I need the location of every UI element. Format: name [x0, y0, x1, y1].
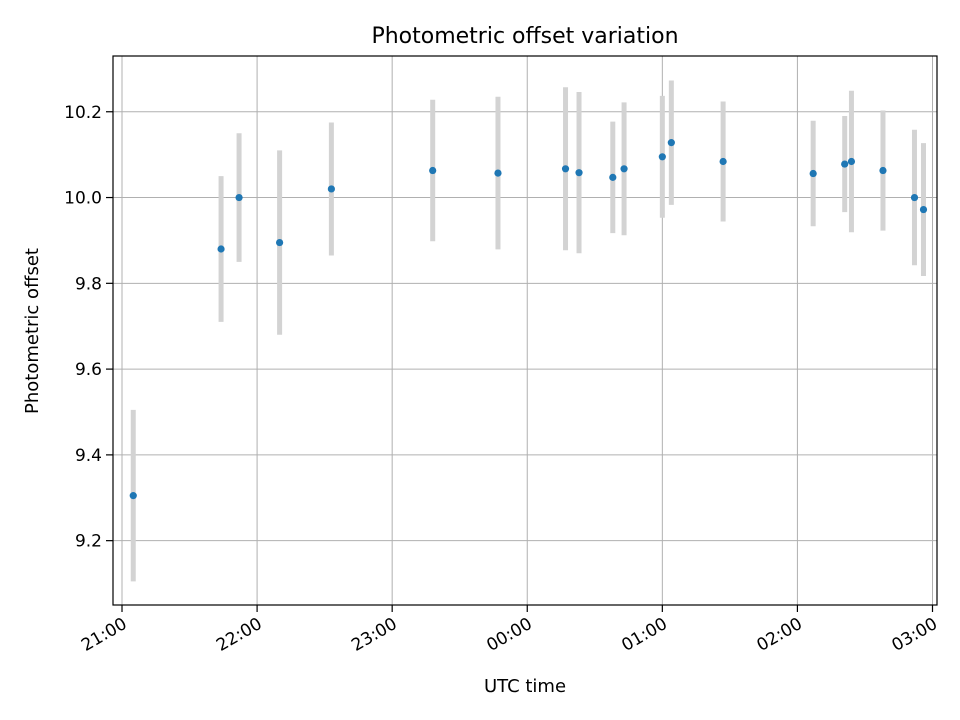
- chart-title: Photometric offset variation: [371, 24, 678, 49]
- data-point: [847, 157, 856, 166]
- data-point: [910, 193, 919, 202]
- y-tick-label: 10.0: [64, 189, 102, 209]
- data-point: [235, 193, 243, 202]
- data-point: [327, 185, 335, 193]
- data-point: [841, 160, 849, 168]
- data-point: [429, 166, 437, 175]
- data-point: [658, 153, 666, 161]
- data-point: [919, 205, 928, 214]
- data-point: [575, 169, 583, 177]
- data-point: [809, 169, 817, 178]
- data-point: [494, 169, 502, 177]
- y-tick-label: 10.2: [64, 103, 102, 123]
- plot-frame: [112, 55, 938, 606]
- y-tick-label: 9.2: [75, 532, 102, 552]
- x-axis-label: UTC time: [484, 676, 566, 697]
- y-tick-label: 9.6: [75, 360, 102, 380]
- data-point: [667, 139, 675, 147]
- y-axis-label: Photometric offset: [22, 248, 43, 414]
- data-point: [620, 165, 628, 173]
- data-point: [129, 492, 137, 500]
- data-point: [719, 157, 727, 166]
- data-point: [609, 173, 617, 181]
- data-point: [879, 166, 887, 175]
- y-tick-label: 9.4: [75, 446, 102, 466]
- data-point: [561, 165, 570, 173]
- data-point: [217, 245, 225, 253]
- y-tick-label: 9.8: [75, 274, 102, 294]
- y-axis-ticks: 9.2 9.4 9.6 9.8 10.0 10.2: [64, 103, 113, 552]
- data-point: [276, 238, 284, 247]
- data-points: [129, 139, 928, 500]
